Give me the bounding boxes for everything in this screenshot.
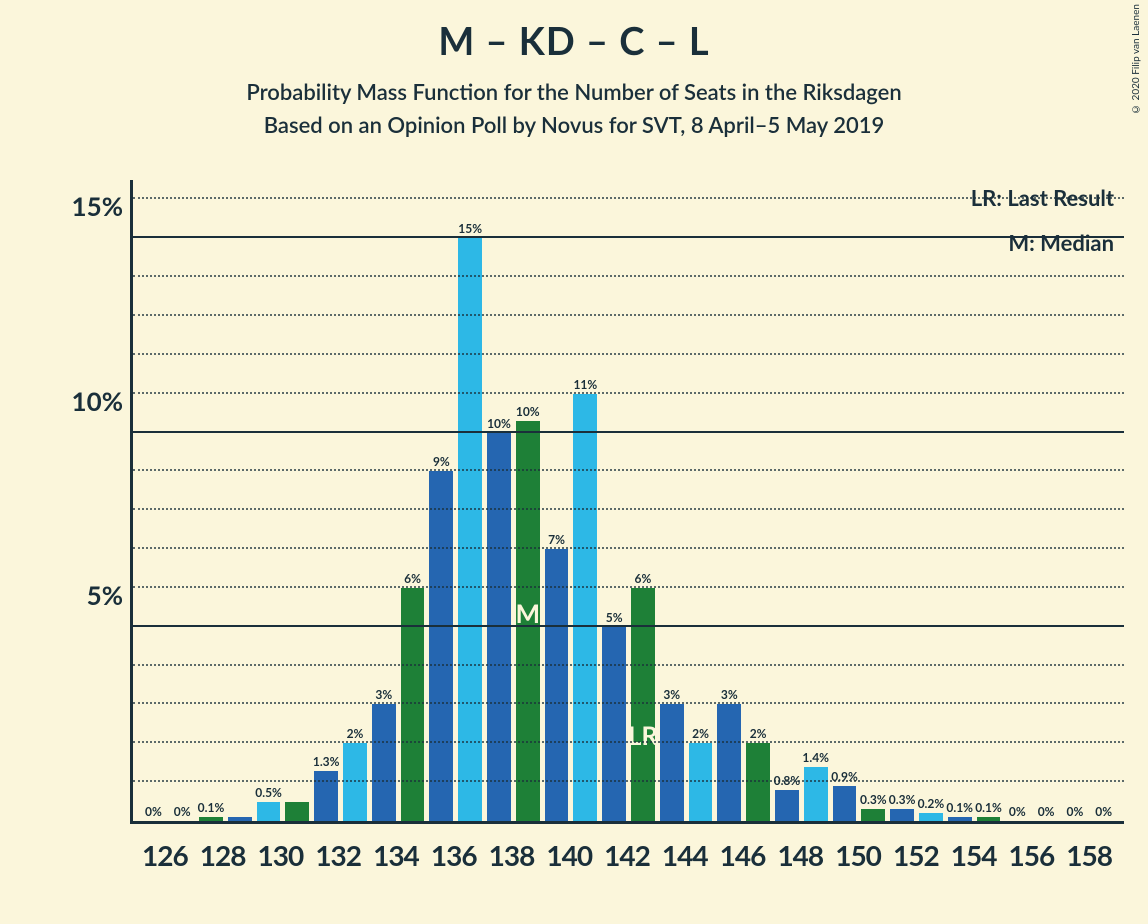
bar bbox=[516, 421, 540, 821]
x-axis-label: 136 bbox=[425, 824, 483, 884]
y-axis-label: 5% bbox=[43, 579, 123, 611]
x-axis-label: 154 bbox=[945, 824, 1003, 884]
bar bbox=[228, 817, 252, 821]
x-axis-label: 138 bbox=[483, 824, 541, 884]
x-axis-label: 148 bbox=[771, 824, 829, 884]
bar bbox=[660, 704, 684, 821]
bar bbox=[833, 786, 857, 821]
gridline-minor bbox=[133, 392, 1124, 394]
bar-value-label: 0.1% bbox=[198, 800, 225, 815]
bar-value-label: 3% bbox=[663, 687, 680, 702]
bar bbox=[746, 743, 770, 821]
x-axis-label: 158 bbox=[1060, 824, 1118, 884]
x-axis-label: 146 bbox=[714, 824, 772, 884]
bar-value-label: 0% bbox=[1095, 804, 1112, 819]
chart-header: M – KD – C – L Probability Mass Function… bbox=[0, 0, 1148, 138]
gridline-minor bbox=[133, 314, 1124, 316]
bar-value-label: 2% bbox=[750, 726, 767, 741]
bar bbox=[775, 790, 799, 821]
gridline-minor bbox=[133, 469, 1124, 471]
bar-value-label: 10% bbox=[487, 416, 511, 431]
bar-value-label: 15% bbox=[458, 221, 482, 236]
copyright-text: © 2020 Filip van Laenen bbox=[1130, 4, 1142, 115]
bar bbox=[573, 394, 597, 821]
bar-value-label: 0.3% bbox=[889, 792, 916, 807]
bar bbox=[861, 809, 885, 821]
x-axis-label: 134 bbox=[367, 824, 425, 884]
gridline-minor bbox=[133, 547, 1124, 549]
x-axis-label: 132 bbox=[309, 824, 367, 884]
bar-value-label: 11% bbox=[573, 377, 597, 392]
bar bbox=[717, 704, 741, 821]
bar-value-label: 6% bbox=[635, 571, 652, 586]
gridline-minor bbox=[133, 275, 1124, 277]
bar bbox=[257, 802, 281, 821]
bar-value-label: 0% bbox=[1038, 804, 1055, 819]
bar bbox=[429, 471, 453, 821]
chart-title: M – KD – C – L bbox=[0, 18, 1148, 64]
bar bbox=[689, 743, 713, 821]
plot-area: LR: Last Result M: Median 0%0%0.1%0.5%1.… bbox=[130, 180, 1124, 824]
bar bbox=[372, 704, 396, 821]
x-axis-label: 152 bbox=[887, 824, 945, 884]
gridline-minor bbox=[133, 508, 1124, 510]
bar-value-label: 9% bbox=[433, 454, 450, 469]
bar bbox=[919, 813, 943, 821]
bar-value-label: 0% bbox=[1009, 804, 1026, 819]
bar-value-label: 1.3% bbox=[313, 754, 340, 769]
bar-value-label: 10% bbox=[516, 404, 540, 419]
gridline-minor bbox=[133, 664, 1124, 666]
bar bbox=[602, 627, 626, 821]
bar-value-label: 0.2% bbox=[918, 796, 945, 811]
bar bbox=[314, 771, 338, 822]
bar bbox=[285, 802, 309, 821]
bar-value-label: 0% bbox=[145, 804, 162, 819]
bar-value-label: 1.4% bbox=[802, 750, 829, 765]
bar-value-label: 0% bbox=[174, 804, 191, 819]
x-axis-label: 156 bbox=[1002, 824, 1060, 884]
bar-value-label: 6% bbox=[404, 571, 421, 586]
bar bbox=[343, 743, 367, 821]
y-axis-label: 15% bbox=[43, 190, 123, 222]
bar bbox=[977, 817, 1001, 821]
x-axis-label: 126 bbox=[136, 824, 194, 884]
bar-value-label: 3% bbox=[375, 687, 392, 702]
gridline-minor bbox=[133, 702, 1124, 704]
y-axis-label: 10% bbox=[43, 385, 123, 417]
bar-value-label: 5% bbox=[606, 610, 623, 625]
x-axis-label: 128 bbox=[194, 824, 252, 884]
gridline-major bbox=[133, 236, 1124, 238]
gridline-minor bbox=[133, 780, 1124, 782]
gridline-major bbox=[133, 431, 1124, 433]
bar-value-label: 3% bbox=[721, 687, 738, 702]
chart-subtitle-2: Based on an Opinion Poll by Novus for SV… bbox=[0, 111, 1148, 138]
x-axis-label: 130 bbox=[252, 824, 310, 884]
bar-value-label: 2% bbox=[347, 726, 364, 741]
gridline-minor bbox=[133, 741, 1124, 743]
chart-area: LR: Last Result M: Median 0%0%0.1%0.5%1.… bbox=[40, 180, 1124, 884]
bar-value-label: 0.3% bbox=[860, 792, 887, 807]
bar bbox=[458, 238, 482, 821]
gridline-major bbox=[133, 625, 1124, 627]
x-axis-label: 142 bbox=[598, 824, 656, 884]
x-axis-label: 150 bbox=[829, 824, 887, 884]
chart-subtitle-1: Probability Mass Function for the Number… bbox=[0, 78, 1148, 105]
bar bbox=[199, 817, 223, 821]
bar-value-label: 0.1% bbox=[975, 800, 1002, 815]
gridline-minor bbox=[133, 353, 1124, 355]
x-axis-label: 140 bbox=[540, 824, 598, 884]
gridline-minor bbox=[133, 586, 1124, 588]
bar bbox=[890, 809, 914, 821]
bar-value-label: 2% bbox=[692, 726, 709, 741]
bar-value-label: 0.5% bbox=[255, 785, 282, 800]
x-axis-label: 144 bbox=[656, 824, 714, 884]
bar bbox=[948, 817, 972, 821]
gridline-minor bbox=[133, 197, 1124, 199]
x-axis: 1261281301321341361381401421441461481501… bbox=[130, 824, 1124, 884]
bar-value-label: 0.1% bbox=[946, 800, 973, 815]
bar bbox=[804, 767, 828, 821]
bar-value-label: 7% bbox=[548, 532, 565, 547]
bar-value-label: 0% bbox=[1066, 804, 1083, 819]
